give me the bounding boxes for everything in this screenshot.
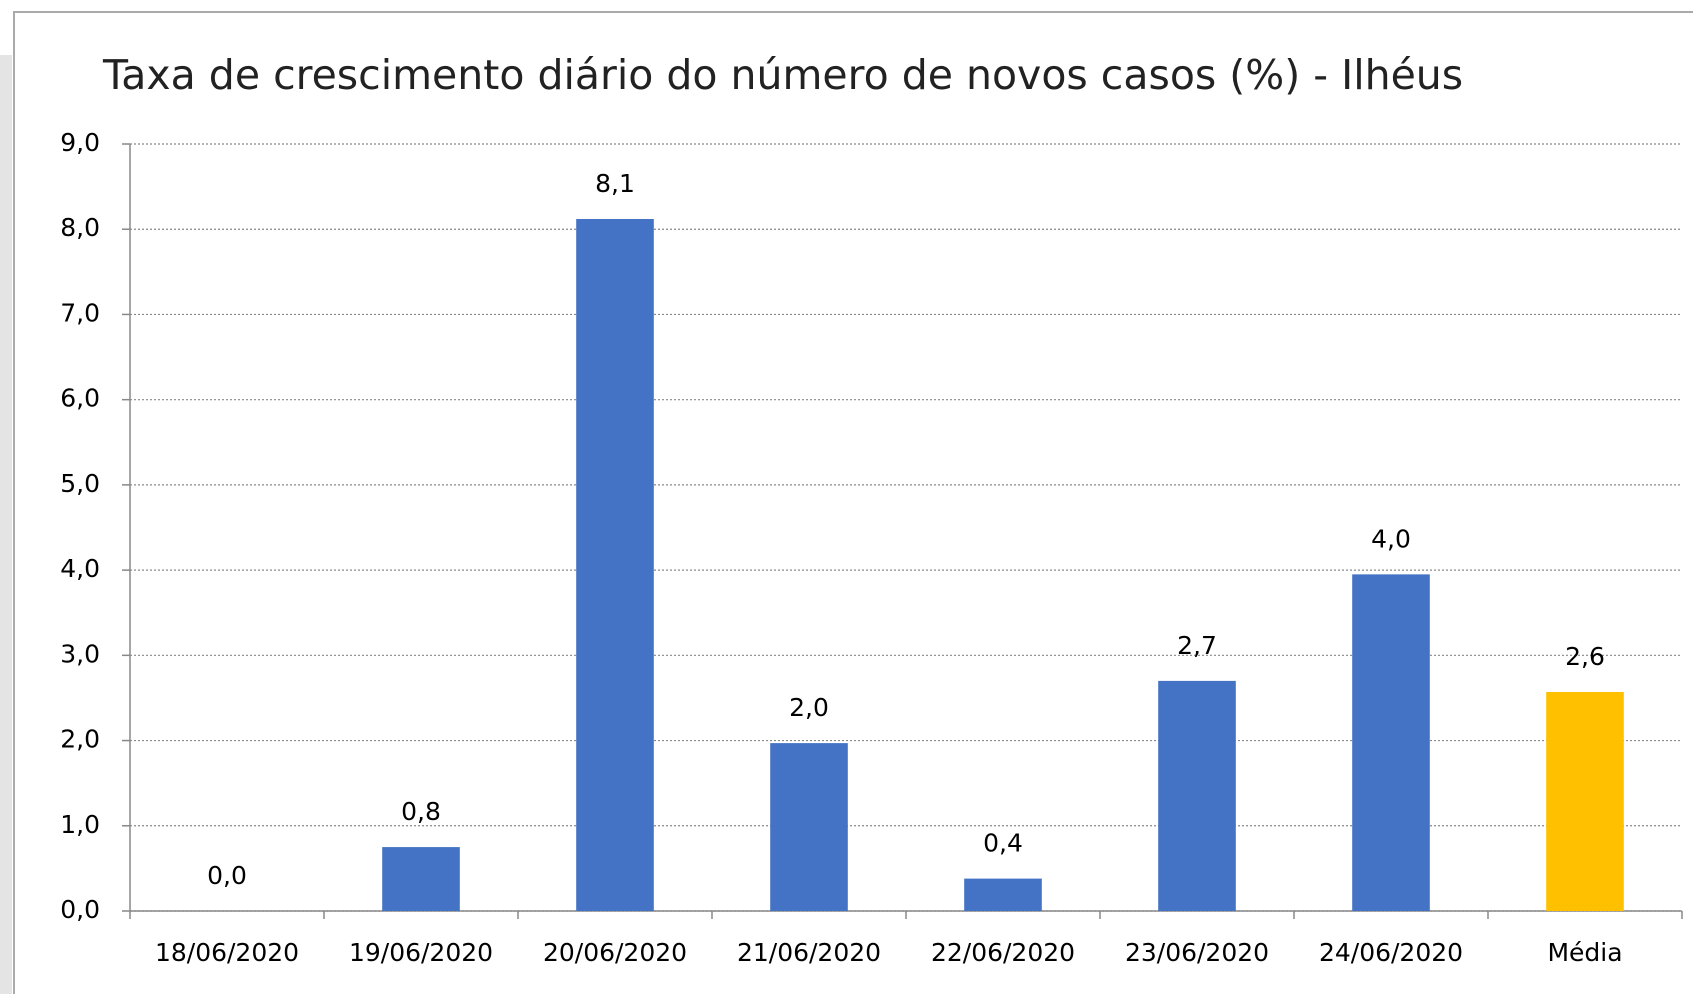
y-tick-label: 6,0 bbox=[60, 384, 100, 413]
x-tick-label: Média bbox=[1547, 938, 1622, 967]
data-label: 0,8 bbox=[401, 797, 441, 826]
y-tick-label: 3,0 bbox=[60, 639, 100, 668]
y-tick-label: 7,0 bbox=[60, 298, 100, 327]
data-label: 0,0 bbox=[207, 861, 247, 890]
side-strip bbox=[0, 55, 12, 994]
bar bbox=[770, 743, 848, 911]
data-label: 2,6 bbox=[1565, 642, 1605, 671]
chart-title: Taxa de crescimento diário do número de … bbox=[102, 51, 1463, 99]
x-tick-label: 21/06/2020 bbox=[737, 938, 881, 967]
x-tick-label: 24/06/2020 bbox=[1319, 938, 1463, 967]
x-tick-label: 22/06/2020 bbox=[931, 938, 1075, 967]
x-tick-label: 19/06/2020 bbox=[349, 938, 493, 967]
bar bbox=[1352, 574, 1430, 911]
y-tick-label: 5,0 bbox=[60, 469, 100, 498]
bar bbox=[1546, 691, 1624, 911]
y-tick-label: 4,0 bbox=[60, 554, 100, 583]
y-tick-label: 8,0 bbox=[60, 213, 100, 242]
bar bbox=[382, 847, 460, 911]
x-tick-label: 18/06/2020 bbox=[155, 938, 299, 967]
y-tick-label: 1,0 bbox=[60, 810, 100, 839]
x-tick-label: 20/06/2020 bbox=[543, 938, 687, 967]
bar bbox=[1158, 680, 1236, 911]
data-label: 2,7 bbox=[1177, 631, 1217, 660]
x-tick-label: 23/06/2020 bbox=[1125, 938, 1269, 967]
bar bbox=[576, 218, 654, 912]
data-label: 8,1 bbox=[595, 169, 635, 198]
chart-frame bbox=[13, 11, 1693, 994]
y-tick-label: 2,0 bbox=[60, 725, 100, 754]
data-label: 2,0 bbox=[789, 693, 829, 722]
y-tick-label: 0,0 bbox=[60, 895, 100, 924]
data-label: 0,4 bbox=[983, 829, 1023, 858]
data-label: 4,0 bbox=[1371, 524, 1411, 553]
y-tick-label: 9,0 bbox=[60, 128, 100, 157]
bar bbox=[964, 878, 1042, 911]
